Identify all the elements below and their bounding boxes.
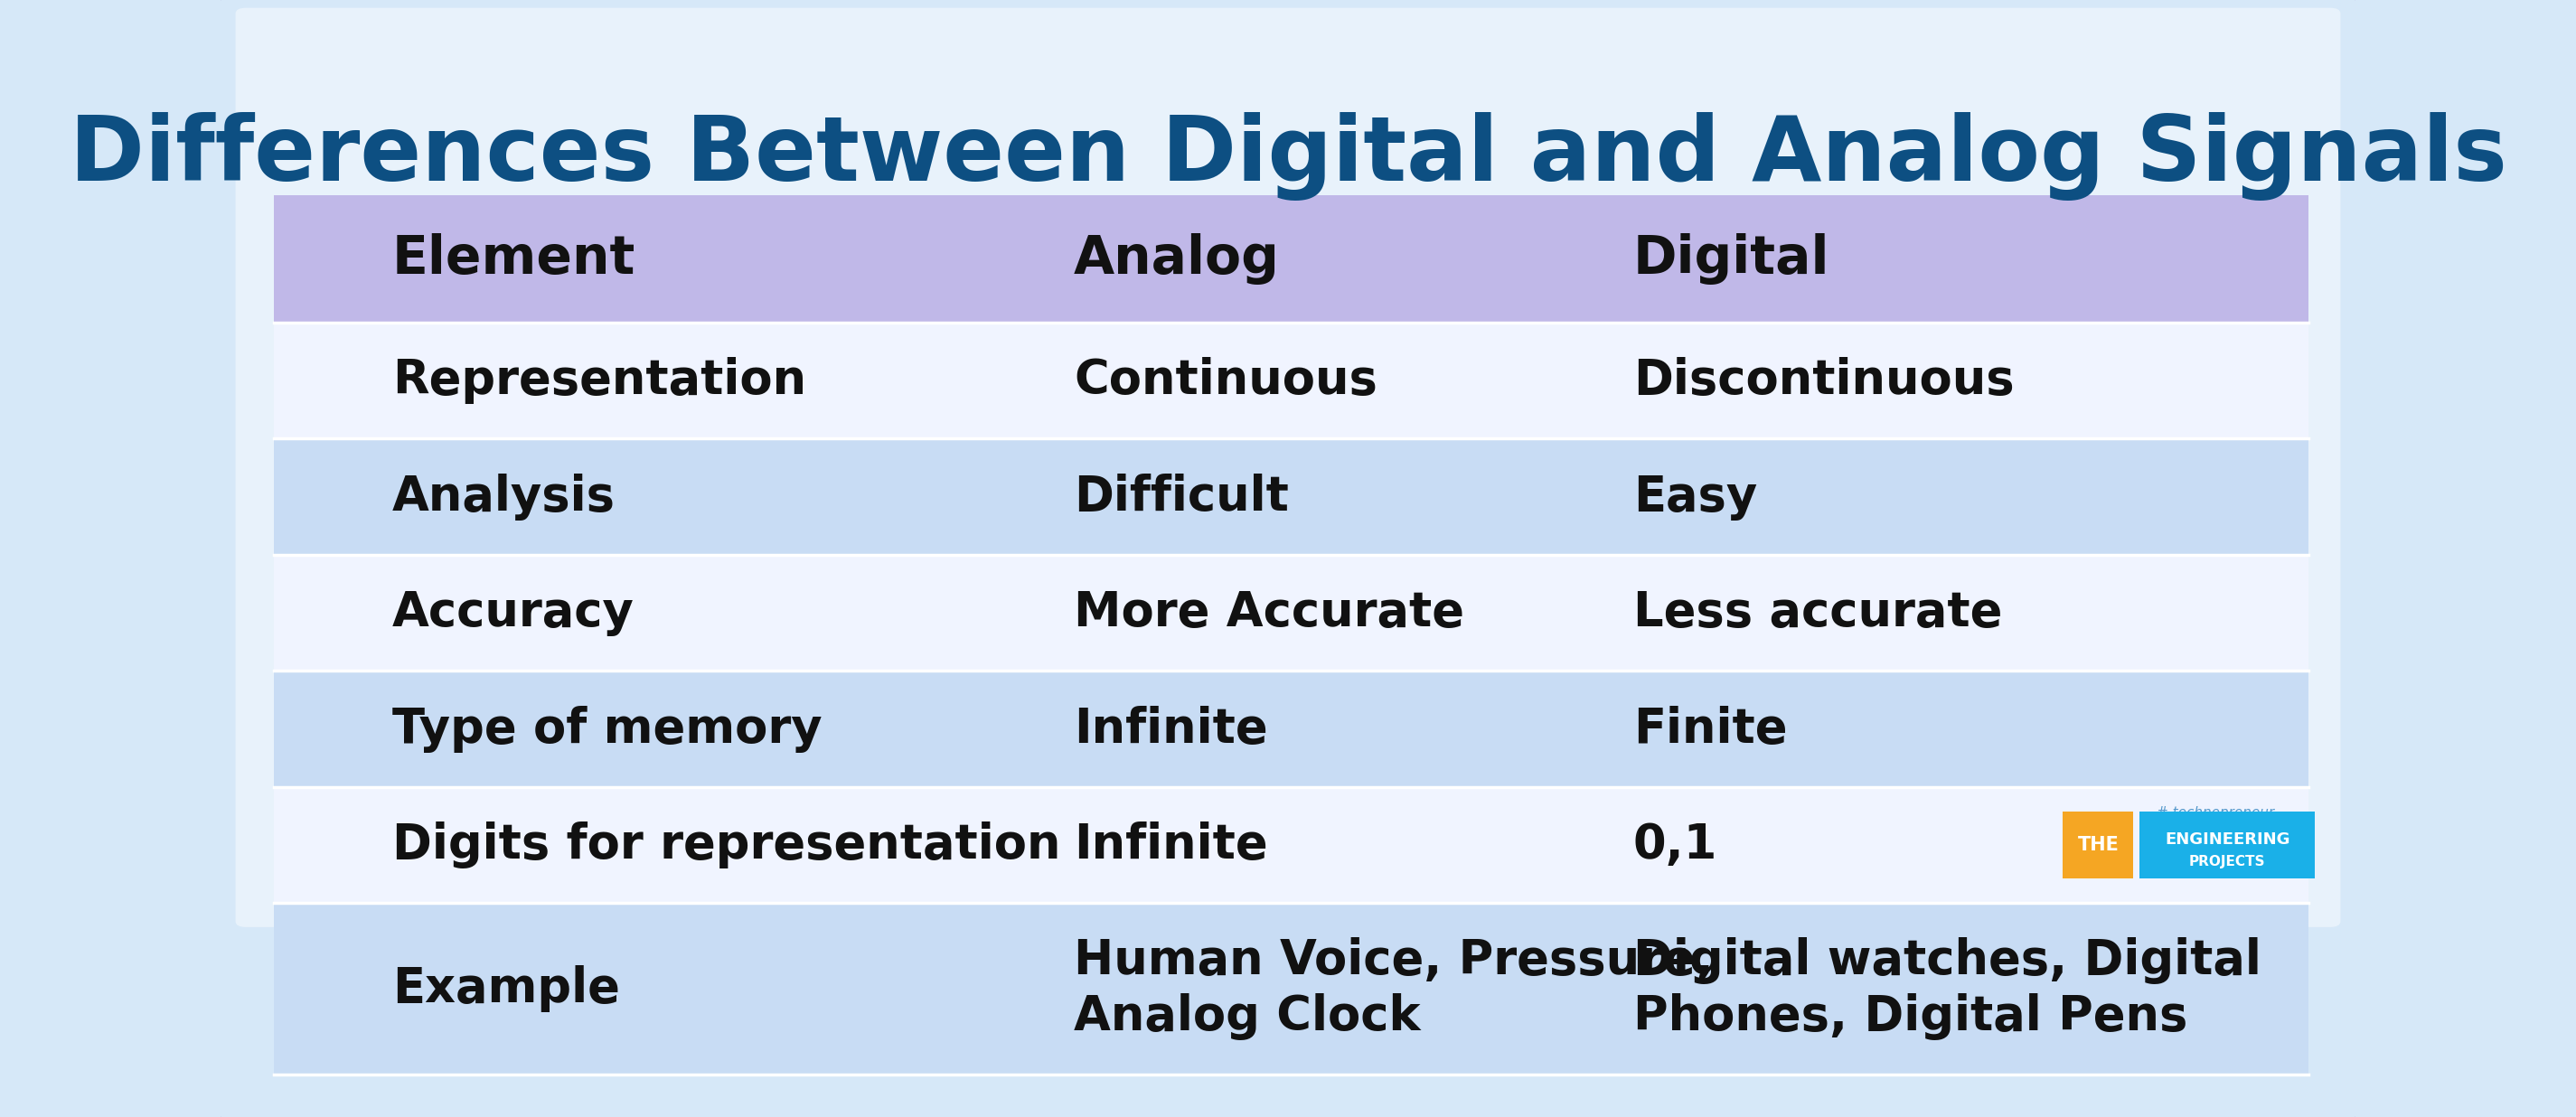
Text: # technopreneur: # technopreneur <box>2156 805 2275 820</box>
Text: 0,1: 0,1 <box>1633 822 1718 869</box>
Bar <box>273 904 2308 1075</box>
Text: Example: Example <box>392 965 621 1012</box>
Text: Less accurate: Less accurate <box>1633 590 2002 637</box>
Text: Representation: Representation <box>392 357 806 404</box>
Bar <box>2141 811 2316 879</box>
Text: Discontinuous: Discontinuous <box>1633 357 2014 404</box>
Text: Analog: Analog <box>1074 233 1280 285</box>
Bar <box>273 671 2308 787</box>
Text: Human Voice, Pressure,: Human Voice, Pressure, <box>1074 937 1713 984</box>
Text: Difficult: Difficult <box>1074 474 1288 521</box>
Text: ENGINEERING: ENGINEERING <box>2164 831 2290 848</box>
Text: Digits for representation: Digits for representation <box>392 822 1061 869</box>
Text: Accuracy: Accuracy <box>392 590 634 637</box>
Text: Easy: Easy <box>1633 474 1757 521</box>
Text: Finite: Finite <box>1633 706 1788 753</box>
Text: Analog Clock: Analog Clock <box>1074 994 1419 1041</box>
Text: More Accurate: More Accurate <box>1074 590 1463 637</box>
Bar <box>273 555 2308 671</box>
Text: Element: Element <box>392 233 636 285</box>
Bar <box>273 439 2308 555</box>
FancyBboxPatch shape <box>234 8 2342 927</box>
Text: Digital: Digital <box>1633 233 1829 285</box>
Text: Infinite: Infinite <box>1074 822 1267 869</box>
Bar <box>273 323 2308 439</box>
Text: PROJECTS: PROJECTS <box>2190 856 2264 869</box>
Text: THE: THE <box>2076 836 2120 855</box>
Text: Type of memory: Type of memory <box>392 706 822 753</box>
Text: Differences Between Digital and Analog Signals: Differences Between Digital and Analog S… <box>70 112 2506 201</box>
Text: Digital watches, Digital: Digital watches, Digital <box>1633 937 2262 984</box>
Text: Infinite: Infinite <box>1074 706 1267 753</box>
Text: Analysis: Analysis <box>392 474 616 521</box>
Text: Phones, Digital Pens: Phones, Digital Pens <box>1633 994 2187 1041</box>
Bar <box>273 787 2308 904</box>
Bar <box>2063 811 2133 879</box>
FancyBboxPatch shape <box>209 0 2367 1117</box>
Text: Continuous: Continuous <box>1074 357 1378 404</box>
Bar <box>273 195 2308 323</box>
